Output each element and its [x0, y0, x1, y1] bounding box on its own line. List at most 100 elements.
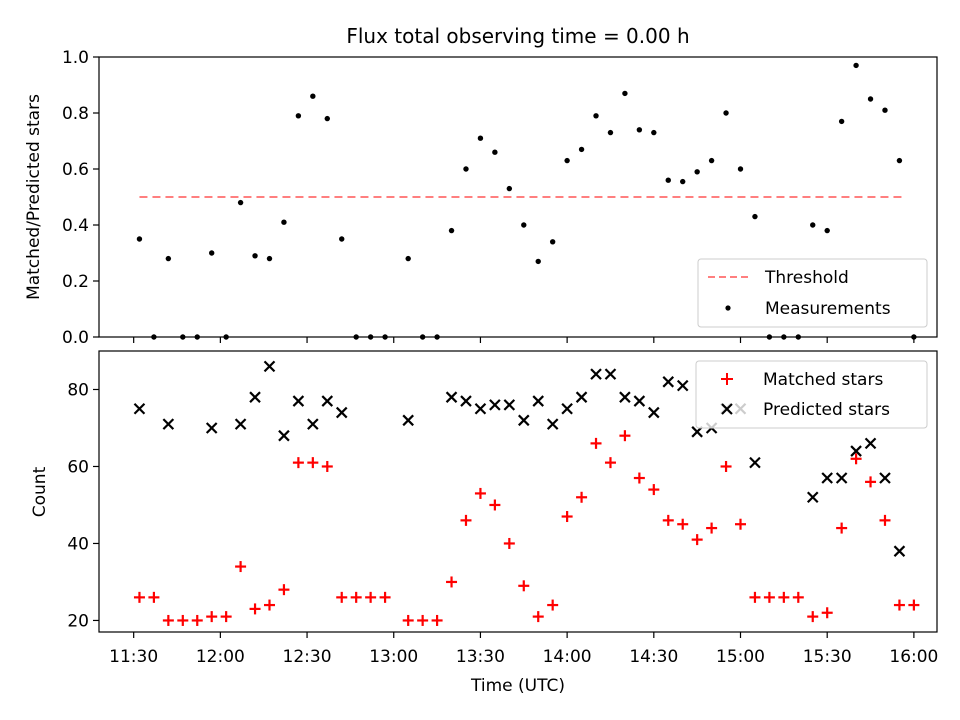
matched-star-point [720, 460, 732, 472]
predicted-star-point [402, 414, 414, 427]
predicted-star-point [835, 472, 848, 484]
bottom-legend: Matched stars Predicted stars [695, 360, 928, 429]
measurement-point [492, 149, 498, 155]
measurement-point [136, 236, 143, 242]
predicted-star-point [662, 376, 675, 388]
matched-star-point [604, 457, 616, 469]
predicted-star-point [850, 445, 862, 457]
matched-star-point [177, 614, 189, 626]
measurement-point [266, 255, 273, 262]
measurement-point [281, 219, 287, 225]
predicted-star-point [205, 422, 218, 434]
predicted-star-point [532, 395, 545, 407]
predicted-star-point [503, 399, 516, 411]
matched-star-point [402, 614, 414, 626]
predicted-star-point [518, 414, 530, 427]
bottom-y-axis-label: Count [30, 466, 50, 517]
predicted-star-point [604, 368, 617, 380]
measurement-point [535, 258, 541, 265]
x-tick-label: 13:00 [369, 647, 418, 667]
measurement-point [564, 157, 570, 164]
matched-star-point [735, 518, 747, 530]
threshold-legend-label: Threshold [764, 268, 849, 288]
top-y-tick-label: 0.8 [62, 104, 89, 124]
predicted-star-point [445, 391, 458, 403]
predicted-star-point [546, 418, 559, 430]
measurement-point [636, 127, 643, 133]
measurement-point [752, 213, 758, 220]
measurement-point [694, 169, 700, 175]
measurement-point [737, 166, 744, 172]
bottom-y-tick-label: 60 [67, 457, 89, 477]
matched-stars-legend-label: Matched stars [763, 370, 883, 390]
matched-star-point [749, 591, 761, 603]
matched-star-point [532, 611, 544, 623]
top-y-tick-label: 0.4 [62, 216, 89, 236]
measurement-point [463, 166, 469, 172]
predicted-star-point [633, 395, 646, 407]
matched-star-point [778, 591, 790, 603]
matched-star-point [365, 591, 377, 603]
measurements-legend-label: Measurements [765, 299, 891, 319]
predicted-star-point [691, 426, 703, 438]
matched-star-point [446, 576, 458, 588]
measurement-point [448, 227, 455, 234]
x-tick-label: 14:30 [629, 647, 678, 667]
predicted-star-point [648, 406, 660, 419]
matched-star-point [590, 437, 602, 449]
predicted-star-point [474, 402, 487, 415]
measurement-point [651, 129, 657, 136]
predicted-star-point [590, 368, 602, 380]
matched-star-point [576, 491, 588, 503]
predicted-star-point [335, 406, 348, 419]
predicted-star-point [561, 402, 573, 415]
matched-star-point [619, 430, 631, 442]
measurement-point [810, 222, 816, 228]
matched-star-point [691, 534, 703, 546]
matched-star-point [792, 591, 804, 603]
x-tick-label: 11:30 [109, 647, 158, 667]
matched-star-point [336, 591, 348, 603]
matched-star-point [235, 561, 247, 573]
x-axis-label: Time (UTC) [470, 676, 565, 696]
x-tick-label: 15:00 [716, 647, 765, 667]
measurement-point [853, 62, 859, 69]
predicted-star-point [321, 395, 334, 407]
measurement-point [549, 239, 556, 245]
matched-star-point [763, 591, 775, 603]
measurement-point [593, 113, 599, 119]
predicted-star-point [489, 399, 501, 411]
predicted-star-point [879, 472, 891, 484]
top-axes-frame [98, 56, 938, 338]
measurement-point [405, 255, 411, 262]
measurement-point [578, 146, 585, 153]
measurement-point [295, 113, 302, 119]
x-tick-label: 14:00 [543, 647, 592, 667]
matched-star-point [807, 611, 819, 623]
matched-star-point [249, 603, 261, 615]
top-y-tick-label: 0.0 [62, 328, 89, 348]
top-y-tick-label: 0.2 [62, 272, 89, 292]
x-tick-label: 12:30 [283, 647, 332, 667]
predicted-star-point [249, 391, 261, 403]
x-tick-label: 13:30 [456, 647, 505, 667]
matched-star-point [460, 514, 472, 526]
measurement-point [324, 115, 330, 122]
top-panel: 0.0 0.2 0.4 0.6 0.8 1.0 Matched/Predicted sta… [24, 48, 938, 348]
predicted-star-point [619, 391, 631, 403]
predicted-star-point [676, 379, 689, 392]
measurement-point [680, 178, 686, 185]
measurement-point [622, 90, 628, 97]
matched-star-point [292, 457, 304, 469]
x-tick-label: 16:00 [889, 647, 938, 667]
matched-star-point [836, 522, 848, 534]
predicted-star-point [460, 395, 472, 407]
bottom-y-tick-label: 40 [67, 534, 89, 554]
measurement-point [310, 93, 316, 99]
matched-star-point [821, 607, 833, 619]
matched-stars-legend-swatch [721, 373, 733, 385]
measurement-point [838, 118, 845, 125]
matched-star-point [162, 614, 174, 626]
matched-star-point [547, 599, 559, 611]
predicted-stars-legend-swatch [721, 403, 733, 415]
